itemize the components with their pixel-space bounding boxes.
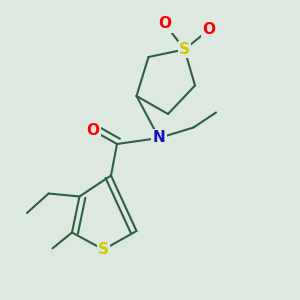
Text: N: N [153,130,165,146]
Text: O: O [86,123,100,138]
Text: O: O [158,16,172,32]
Text: O: O [202,22,215,38]
Text: S: S [179,42,190,57]
Text: S: S [98,242,109,257]
